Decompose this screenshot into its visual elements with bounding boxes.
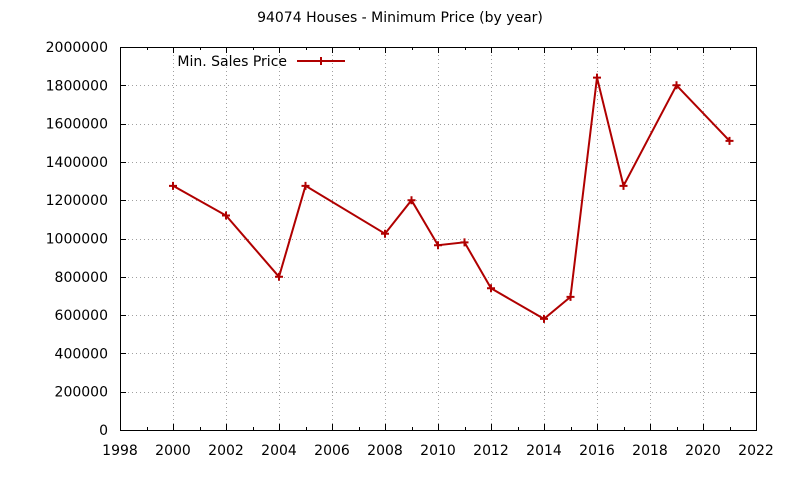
y-tick-label: 1200000 — [46, 193, 108, 209]
data-point-marker — [672, 81, 681, 90]
y-tick-label: 1800000 — [46, 78, 108, 94]
y-tick-labels: 0 200000 400000 600000 800000 1000000 1200000 1… — [46, 40, 108, 439]
x-tick-label: 2002 — [208, 443, 244, 459]
legend-marker — [317, 57, 325, 65]
y-tick-label: 2000000 — [46, 40, 108, 56]
x-tick-label: 2022 — [738, 443, 774, 459]
data-point-marker — [619, 181, 628, 190]
x-tick-label: 1998 — [102, 443, 138, 459]
x-tick-labels: 1998 2000 2002 2004 2006 2008 2010 2012 2014 2016… — [102, 443, 774, 459]
data-point-marker — [434, 241, 442, 250]
legend-label: Min. Sales Price — [177, 54, 287, 70]
y-tick-label: 1000000 — [46, 232, 108, 248]
x-tick-label: 2008 — [367, 443, 403, 459]
data-point-marker — [540, 314, 548, 323]
legend: Min. Sales Price — [177, 54, 345, 70]
data-point-marker — [275, 272, 283, 281]
x-tick-label: 2004 — [261, 443, 297, 459]
series-line — [172, 77, 731, 321]
series — [169, 73, 734, 323]
x-tick-label: 2018 — [632, 443, 668, 459]
y-tick-label: 1600000 — [46, 117, 108, 133]
chart-title: 94074 Houses - Minimum Price (by year) — [257, 10, 543, 26]
data-point-marker — [169, 181, 177, 190]
legend-plus-marker — [317, 57, 325, 65]
y-tick-label: 600000 — [55, 308, 108, 324]
data-point-marker — [301, 181, 310, 190]
data-point-marker — [460, 238, 469, 247]
grid — [120, 47, 756, 430]
y-tick-label: 0 — [99, 423, 108, 439]
x-tick-label: 2006 — [314, 443, 350, 459]
data-point-marker — [407, 196, 416, 205]
x-tick-label: 2014 — [526, 443, 562, 459]
data-point-marker — [222, 211, 230, 220]
x-tick-label: 2016 — [579, 443, 615, 459]
y-tick-label: 1400000 — [46, 155, 108, 171]
data-point-marker — [593, 73, 601, 82]
data-point-marker — [566, 292, 575, 301]
x-tick-label: 2012 — [473, 443, 509, 459]
data-point-marker — [381, 229, 389, 238]
x-tick-label: 2010 — [420, 443, 456, 459]
y-tick-label: 800000 — [55, 270, 108, 286]
x-tick-label: 2020 — [685, 443, 721, 459]
data-point-marker — [725, 136, 734, 145]
data-point-marker — [487, 284, 495, 293]
x-tick-label: 2000 — [155, 443, 191, 459]
axis-ticks — [120, 47, 757, 431]
y-tick-label: 200000 — [55, 385, 108, 401]
y-tick-label: 400000 — [55, 346, 108, 362]
